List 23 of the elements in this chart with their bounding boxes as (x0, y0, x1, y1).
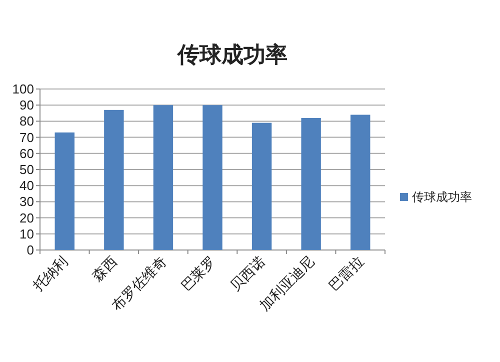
y-tick-label: 30 (20, 194, 34, 210)
x-tick-label: 巴雷拉 (326, 254, 368, 295)
x-tick-label: 贝西诺 (228, 254, 269, 295)
chart-title: 传球成功率 (176, 42, 288, 67)
y-tick-label: 10 (20, 226, 34, 242)
legend-label: 传球成功率 (412, 190, 472, 204)
bar (104, 110, 124, 250)
y-tick-label: 70 (20, 130, 34, 145)
y-tick-label: 20 (20, 210, 34, 226)
y-tick-label: 90 (20, 98, 34, 113)
bar (153, 105, 174, 250)
x-tick-label: 森西 (90, 254, 121, 285)
y-tick-label: 80 (20, 114, 34, 129)
x-tick-label: 巴莱罗 (178, 254, 220, 295)
y-tick-label: 50 (20, 162, 34, 177)
bar (202, 105, 222, 250)
bar (301, 118, 321, 250)
bar (54, 132, 74, 250)
y-tick-label: 40 (20, 178, 34, 194)
y-tick-label: 100 (12, 82, 34, 96)
y-tick-label: 60 (20, 146, 34, 161)
bar (252, 122, 272, 250)
bar (350, 114, 370, 250)
